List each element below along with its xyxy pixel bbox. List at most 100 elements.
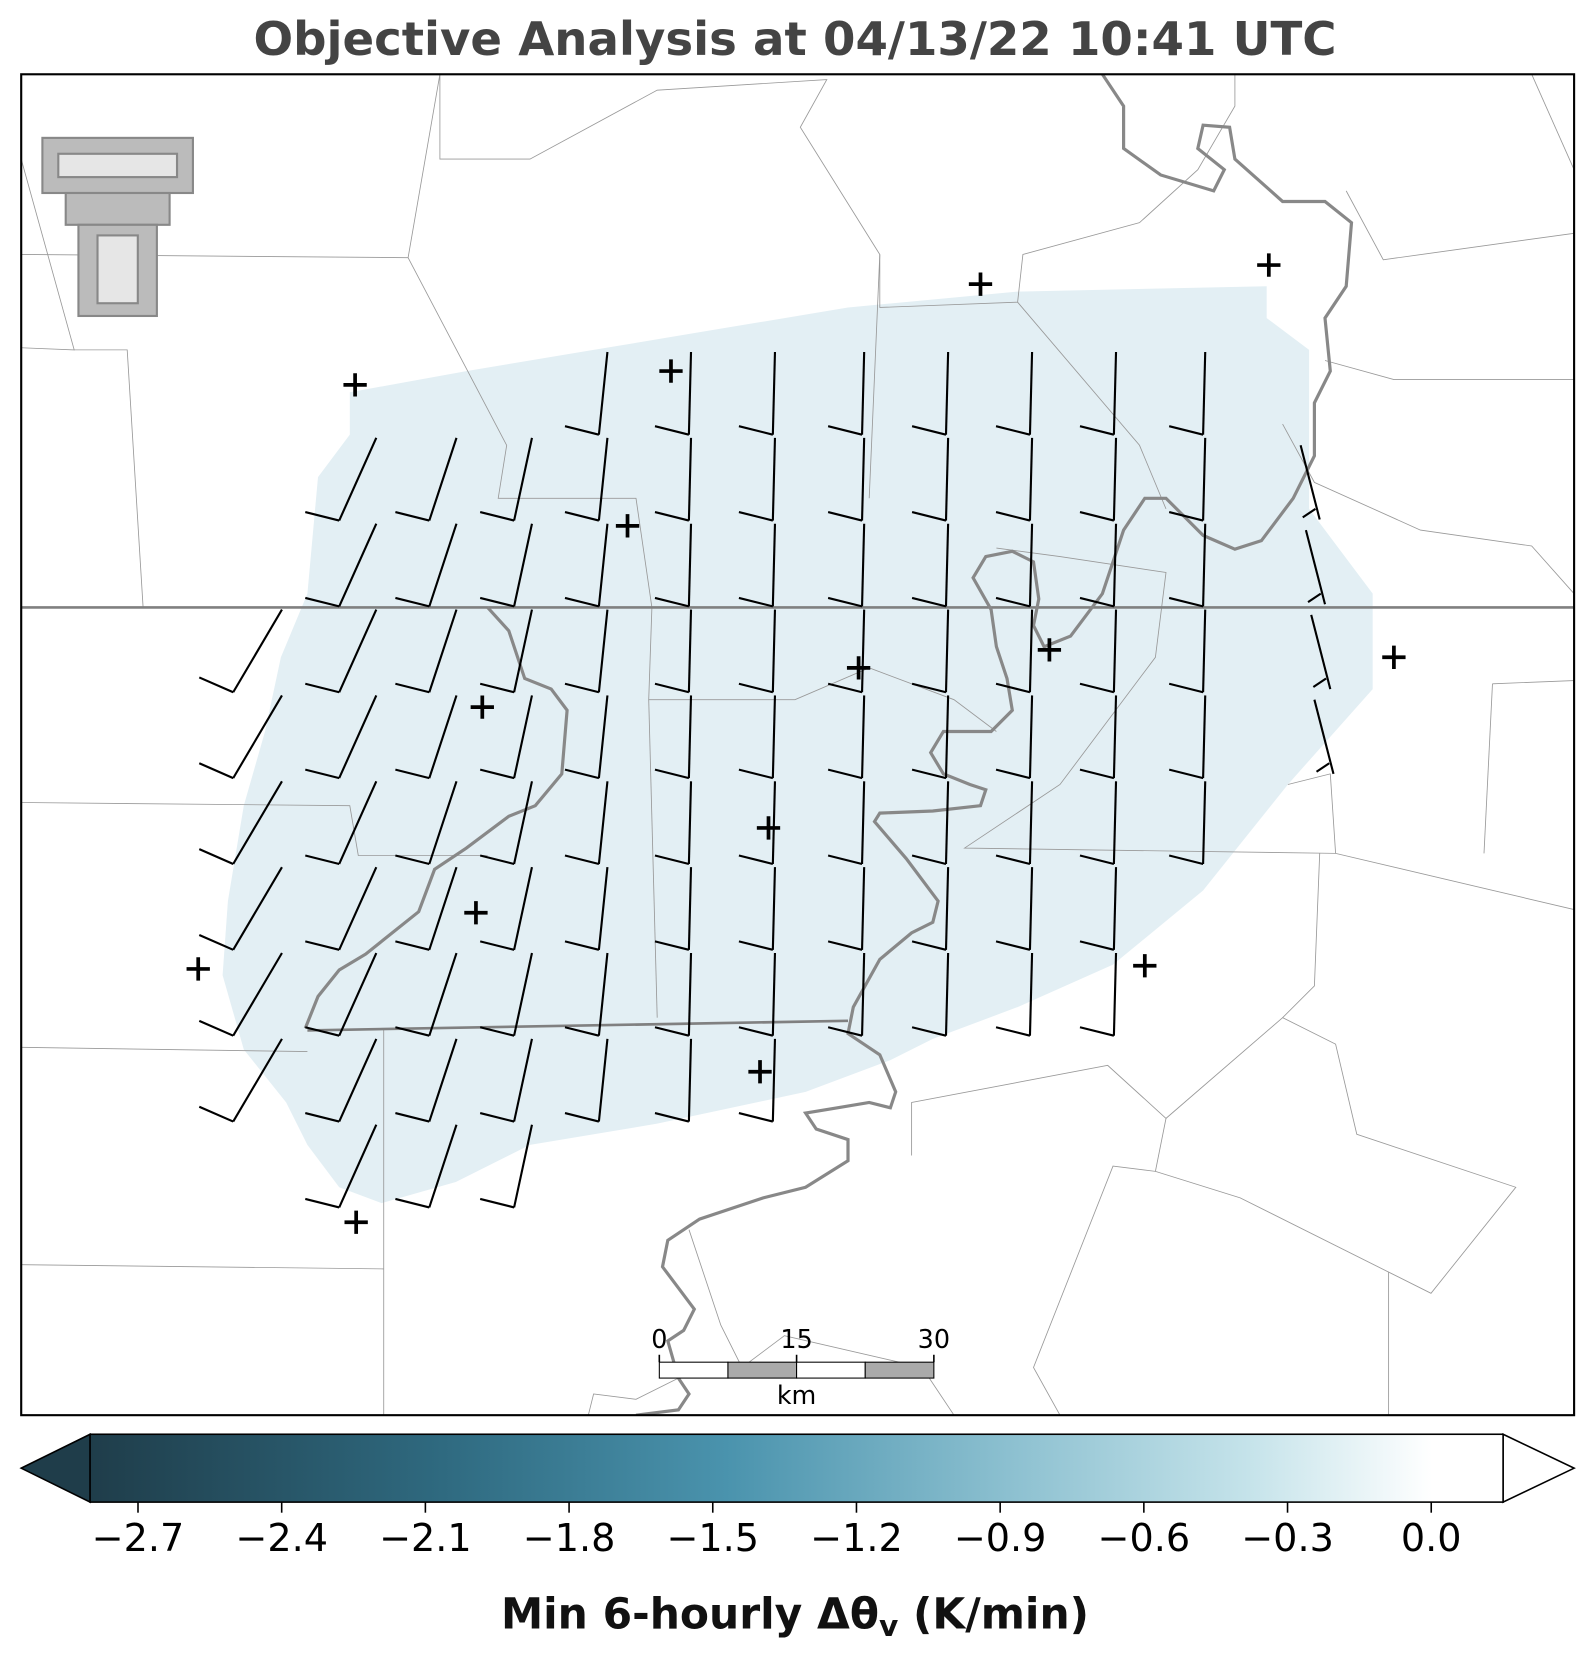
barb-flag — [738, 425, 774, 436]
barb-staff — [860, 952, 866, 1036]
scale-segment — [796, 1361, 866, 1379]
barb-staff — [1028, 609, 1034, 693]
barb-flag — [827, 596, 863, 608]
barb-flag — [305, 511, 340, 522]
barb-staff — [428, 866, 458, 951]
station-marker — [968, 272, 993, 296]
barb-staff — [1112, 781, 1118, 865]
colorbar-tick-label: 0.0 — [1401, 1516, 1462, 1560]
barb-staff — [860, 523, 866, 607]
barb-staff — [597, 781, 609, 865]
colorbar-label-text: Min 6-hourly Δθ — [501, 1589, 879, 1638]
barb-flag — [1079, 940, 1115, 951]
barb-staff — [1299, 445, 1321, 520]
barb-staff — [1028, 781, 1034, 865]
barb-staff — [338, 952, 378, 1037]
barb-staff — [513, 695, 533, 779]
wind-barbs — [198, 351, 1335, 1209]
barb-flag — [911, 682, 947, 694]
barb-staff — [232, 1038, 283, 1123]
station-marker — [748, 1060, 772, 1084]
barb-flag — [564, 425, 600, 436]
barb-flag — [738, 596, 774, 608]
barb-flag — [654, 940, 690, 951]
barb-flag — [479, 1197, 515, 1209]
barb-flag — [995, 940, 1031, 951]
barb-staff — [232, 866, 283, 951]
barb-staff — [860, 781, 866, 865]
barb-staff — [428, 1124, 458, 1208]
barb-staff — [513, 866, 533, 951]
colorbar-tick-label: −2.7 — [92, 1516, 185, 1560]
barb-flag — [1079, 854, 1115, 866]
station-marker — [756, 816, 781, 840]
barb-staff — [1112, 351, 1118, 435]
barb-staff — [597, 609, 609, 693]
barb-staff — [338, 1124, 378, 1208]
barb-staff — [944, 609, 950, 693]
barb-staff — [1202, 437, 1207, 521]
barb-staff — [687, 609, 693, 693]
barb-staff — [944, 781, 950, 865]
barb-staff — [771, 1038, 777, 1122]
barb-flag — [395, 1197, 430, 1209]
barb-flag — [479, 1112, 515, 1123]
barb-flag — [995, 425, 1031, 436]
barb-staff — [428, 437, 458, 521]
colorbar: −2.7 −2.4 −2.1 −1.8 −1.5 −1.2 −0.9 −0.6 −0.3 0.0 — [19, 1432, 1576, 1560]
barb-flag — [198, 934, 234, 951]
barb-staff — [687, 523, 693, 607]
barb-flag — [1168, 854, 1204, 866]
barb-staff — [771, 867, 777, 950]
barb-staff — [513, 952, 533, 1036]
barb-flag — [1079, 596, 1115, 608]
barb-flag — [305, 940, 340, 951]
barb-staff — [338, 609, 378, 693]
barb-flag — [1315, 762, 1330, 773]
scale-tick-label: 30 — [918, 1324, 950, 1354]
scale-bar: 0 15 30 km — [651, 1324, 950, 1410]
barb-staff — [513, 437, 533, 521]
barb-staff — [687, 1038, 693, 1122]
station-marker — [186, 957, 210, 981]
colorbar-tick-label: −2.1 — [379, 1516, 472, 1560]
barb-flag — [1079, 768, 1115, 780]
barb-flag — [911, 768, 947, 780]
station-marker — [343, 373, 367, 397]
barb-flag — [995, 1026, 1031, 1037]
barb-flag — [654, 425, 690, 436]
barb-flag — [395, 1026, 430, 1037]
barb-staff — [687, 695, 693, 779]
barb-flag — [1307, 592, 1322, 604]
barb-flag — [911, 940, 947, 951]
stations — [186, 253, 1406, 1234]
barb-flag — [654, 596, 690, 608]
barb-flag — [564, 940, 600, 951]
barb-staff — [232, 609, 283, 693]
river — [635, 74, 1354, 1416]
barb-staff — [428, 1038, 458, 1122]
barb-flag — [827, 682, 863, 694]
barb-staff — [338, 695, 378, 779]
map-area — [21, 74, 1575, 1416]
barb-staff — [944, 437, 950, 521]
barb-staff — [687, 781, 693, 865]
barb-flag — [564, 854, 600, 866]
station-marker — [470, 695, 494, 719]
scale-tick-label: 0 — [651, 1324, 667, 1354]
colorbar-tick-label: −2.4 — [235, 1516, 328, 1560]
barb-flag — [1168, 511, 1204, 522]
barb-flag — [479, 768, 515, 780]
scale-segment — [658, 1361, 729, 1379]
barb-staff — [944, 952, 950, 1036]
colorbar-label-suffix: (K/min) — [898, 1589, 1089, 1638]
station-marker — [615, 514, 640, 538]
barb-staff — [338, 523, 378, 607]
colorbar-label: Min 6-hourly Δθv (K/min) — [501, 1589, 1089, 1643]
scale-segment — [864, 1361, 935, 1379]
barb-flag — [564, 1026, 600, 1037]
barb-flag — [305, 768, 340, 780]
barb-staff — [771, 523, 777, 607]
station-marker — [464, 901, 488, 925]
barb-staff — [860, 609, 866, 693]
